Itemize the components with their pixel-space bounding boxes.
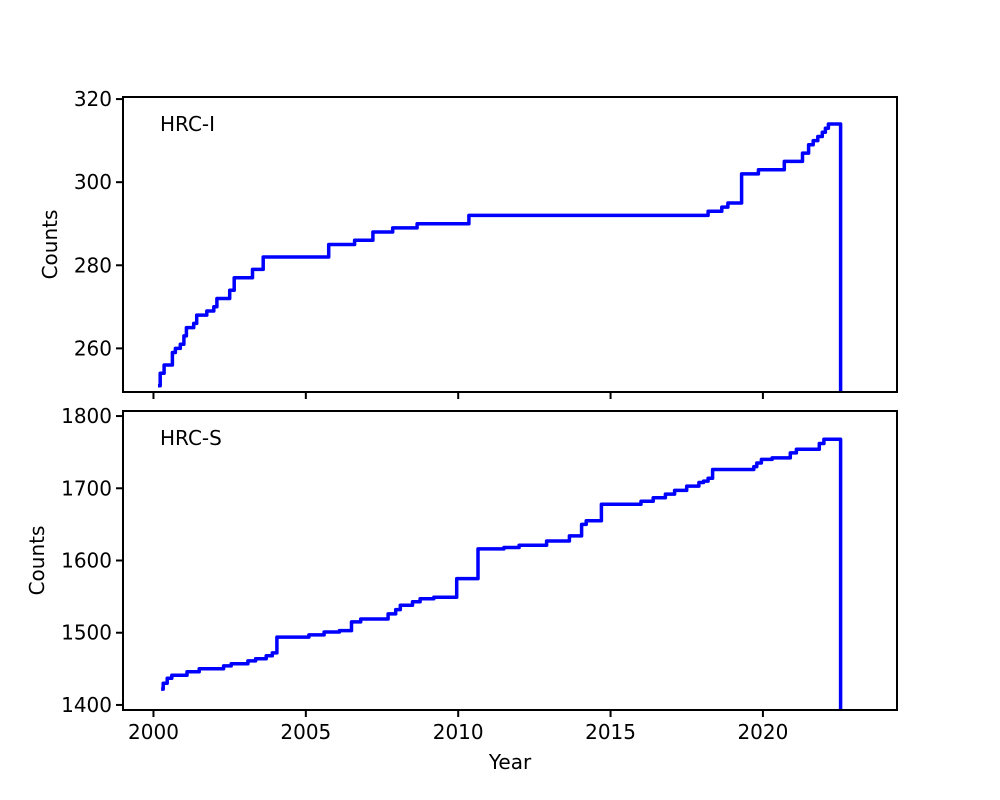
y-tick-label: 260 xyxy=(74,336,112,360)
x-tick-label: 2000 xyxy=(128,720,179,744)
hrc-s-axes-frame xyxy=(122,410,898,711)
hrc-i-y-axis-label: Counts xyxy=(38,210,62,280)
hrc-i-series-line xyxy=(158,122,843,392)
y-tick-label: 280 xyxy=(74,253,112,277)
y-tick-label: 320 xyxy=(74,87,112,111)
hrc-i-axes-frame xyxy=(122,96,898,393)
hrc-s-panel-label: HRC-S xyxy=(160,426,222,450)
y-tick-label: 1400 xyxy=(61,693,112,717)
hrc-s-series-line xyxy=(161,437,843,710)
y-tick-label: 1500 xyxy=(61,621,112,645)
x-tick-label: 2005 xyxy=(280,720,331,744)
x-tick-label: 2010 xyxy=(433,720,484,744)
x-tick-label: 2020 xyxy=(737,720,788,744)
y-tick-label: 1800 xyxy=(61,404,112,428)
y-tick-label: 300 xyxy=(74,170,112,194)
hrc-i-panel-label: HRC-I xyxy=(160,112,215,136)
hrc-s-y-axis-label: Counts xyxy=(25,526,49,596)
y-tick-label: 1700 xyxy=(61,476,112,500)
x-axis-label: Year xyxy=(488,750,532,774)
y-tick-label: 1600 xyxy=(61,549,112,573)
x-tick-label: 2015 xyxy=(585,720,636,744)
